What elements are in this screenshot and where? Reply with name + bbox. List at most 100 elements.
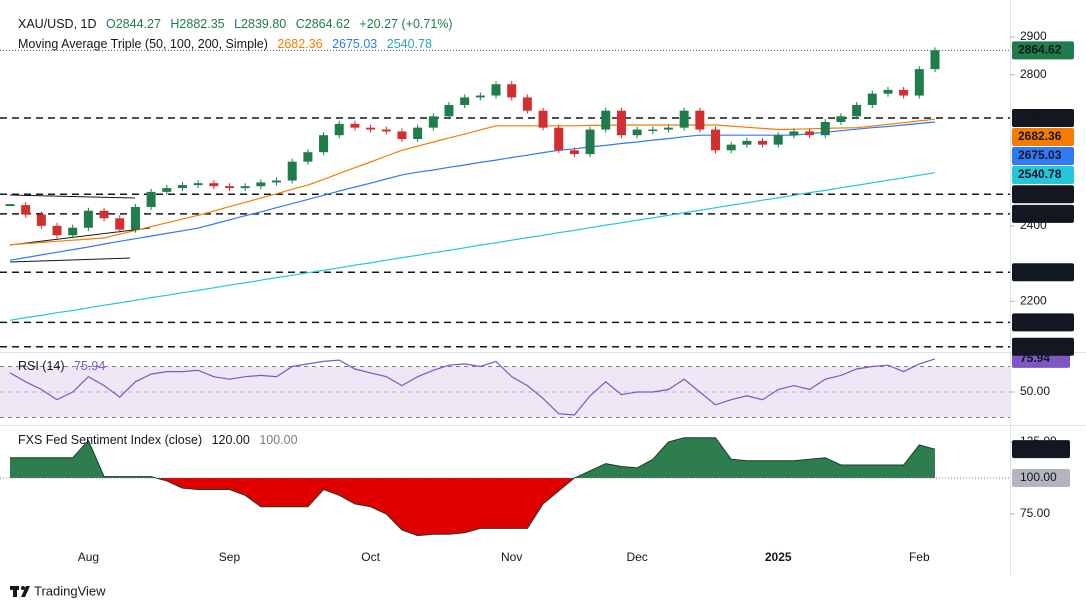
candle — [193, 183, 203, 186]
candle — [632, 129, 642, 136]
symbol: XAU/USD, 1D — [18, 17, 97, 31]
candle — [507, 84, 517, 98]
sentiment-baseline: 100.00 — [259, 433, 298, 447]
indicator-name: Moving Average Triple (50, 100, 200, Sim… — [18, 37, 268, 51]
axis-label-box — [1012, 166, 1074, 185]
axis-label: 2277.31 — [1018, 264, 1062, 278]
rsi-header: RSI (14) 75.94 — [18, 359, 111, 373]
candle — [601, 110, 611, 130]
sentiment-area-above — [10, 437, 935, 478]
x-tick-label: Nov — [501, 550, 522, 564]
candle — [366, 127, 376, 130]
candle — [413, 127, 423, 139]
candle — [36, 214, 46, 226]
candle — [742, 140, 752, 145]
x-tick-label: Dec — [626, 550, 647, 564]
ma-value: 2675.03 — [332, 37, 378, 51]
trend-line — [9, 227, 151, 246]
axis-label-box — [1012, 147, 1074, 166]
axis-label: 2685.51 — [1018, 110, 1062, 124]
candle — [240, 186, 250, 189]
candle — [68, 227, 78, 236]
axis-label-box — [1012, 440, 1070, 459]
axis-label-box — [1012, 128, 1074, 147]
candle — [83, 210, 93, 228]
close: C2864.62 — [295, 17, 350, 31]
x-tick-label: 2025 — [765, 550, 792, 564]
candle — [773, 135, 783, 145]
candle — [21, 205, 31, 215]
candle — [789, 131, 799, 136]
candle — [867, 93, 877, 105]
candle — [805, 131, 815, 136]
symbol-header: XAU/USD, 1D O2844.27 H2882.35 L2839.80 C… — [18, 17, 459, 31]
axis-label: 120.00 — [1020, 441, 1057, 455]
candle — [381, 129, 391, 132]
high: H2882.35 — [170, 17, 225, 31]
candle — [130, 206, 140, 230]
candle — [334, 123, 344, 136]
candle — [726, 144, 736, 151]
x-tick-label: Oct — [361, 550, 380, 564]
axis-label: 2079.76 — [1018, 339, 1062, 353]
y-tick-label: 2900 — [1020, 29, 1047, 43]
candle — [99, 210, 109, 219]
candle — [899, 89, 909, 96]
axis-label-box — [1012, 185, 1074, 204]
plot-area — [0, 47, 1010, 537]
trend-line — [9, 194, 136, 199]
axis-label: 2675.03 — [1018, 148, 1062, 162]
axis-label-box — [1012, 313, 1074, 332]
rsi-title: RSI (14) — [18, 359, 65, 373]
axis-label-box — [1012, 468, 1070, 487]
axis-label-box — [1012, 204, 1074, 223]
ma-value: 2682.36 — [277, 37, 323, 51]
sentiment-title: FXS Fed Sentiment Index (close) — [18, 433, 203, 447]
axis-label-box — [1012, 263, 1074, 282]
candle — [224, 186, 234, 189]
candle — [569, 150, 579, 155]
axis-label: 100.00 — [1020, 470, 1057, 484]
brand: TradingView — [34, 583, 106, 598]
candle — [209, 183, 219, 187]
ma-value: 2540.78 — [386, 37, 432, 51]
rsi-line — [9, 358, 936, 416]
sentiment-line — [10, 437, 936, 537]
candle — [115, 218, 125, 230]
candle — [758, 140, 768, 145]
candle — [162, 188, 172, 192]
candle — [522, 97, 532, 111]
candle — [648, 129, 658, 132]
candle — [256, 182, 266, 187]
indicator-header: Moving Average Triple (50, 100, 200, Sim… — [18, 37, 438, 51]
candle — [914, 69, 924, 96]
axis-label: 2431.61 — [1018, 206, 1062, 220]
y-tick-label: 50.00 — [1020, 384, 1050, 398]
candle — [883, 89, 893, 94]
candle — [350, 123, 360, 128]
candle — [820, 121, 830, 136]
axis-label: 2144.48 — [1018, 315, 1062, 329]
candle — [616, 110, 626, 136]
candle — [287, 161, 297, 181]
moving-average — [9, 121, 936, 261]
candle — [460, 97, 470, 105]
candle — [428, 116, 438, 128]
open: O2844.27 — [105, 17, 161, 31]
candle — [272, 180, 282, 183]
rsi-value: 75.94 — [74, 359, 106, 373]
candle — [930, 50, 940, 70]
candle — [491, 84, 501, 96]
sentiment-area-below — [10, 477, 935, 536]
candle — [663, 127, 673, 130]
candle — [695, 110, 705, 130]
axis-label: 2540.78 — [1018, 167, 1062, 181]
moving-average — [9, 118, 936, 246]
moving-average — [9, 172, 936, 321]
candle — [397, 131, 407, 139]
x-tick-label: Aug — [78, 550, 99, 564]
candle — [554, 127, 564, 151]
x-tick-label: Sep — [219, 550, 241, 564]
axis-label-box — [1012, 337, 1074, 356]
